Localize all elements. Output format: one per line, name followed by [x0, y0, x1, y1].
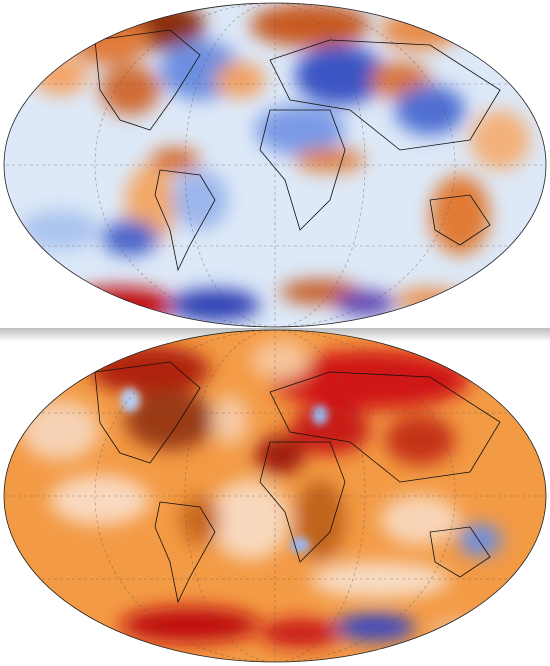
bottom-map — [4, 330, 546, 662]
top-map-outline — [3, 2, 547, 328]
top-map — [4, 3, 546, 327]
bottom-map-outline — [3, 329, 547, 663]
